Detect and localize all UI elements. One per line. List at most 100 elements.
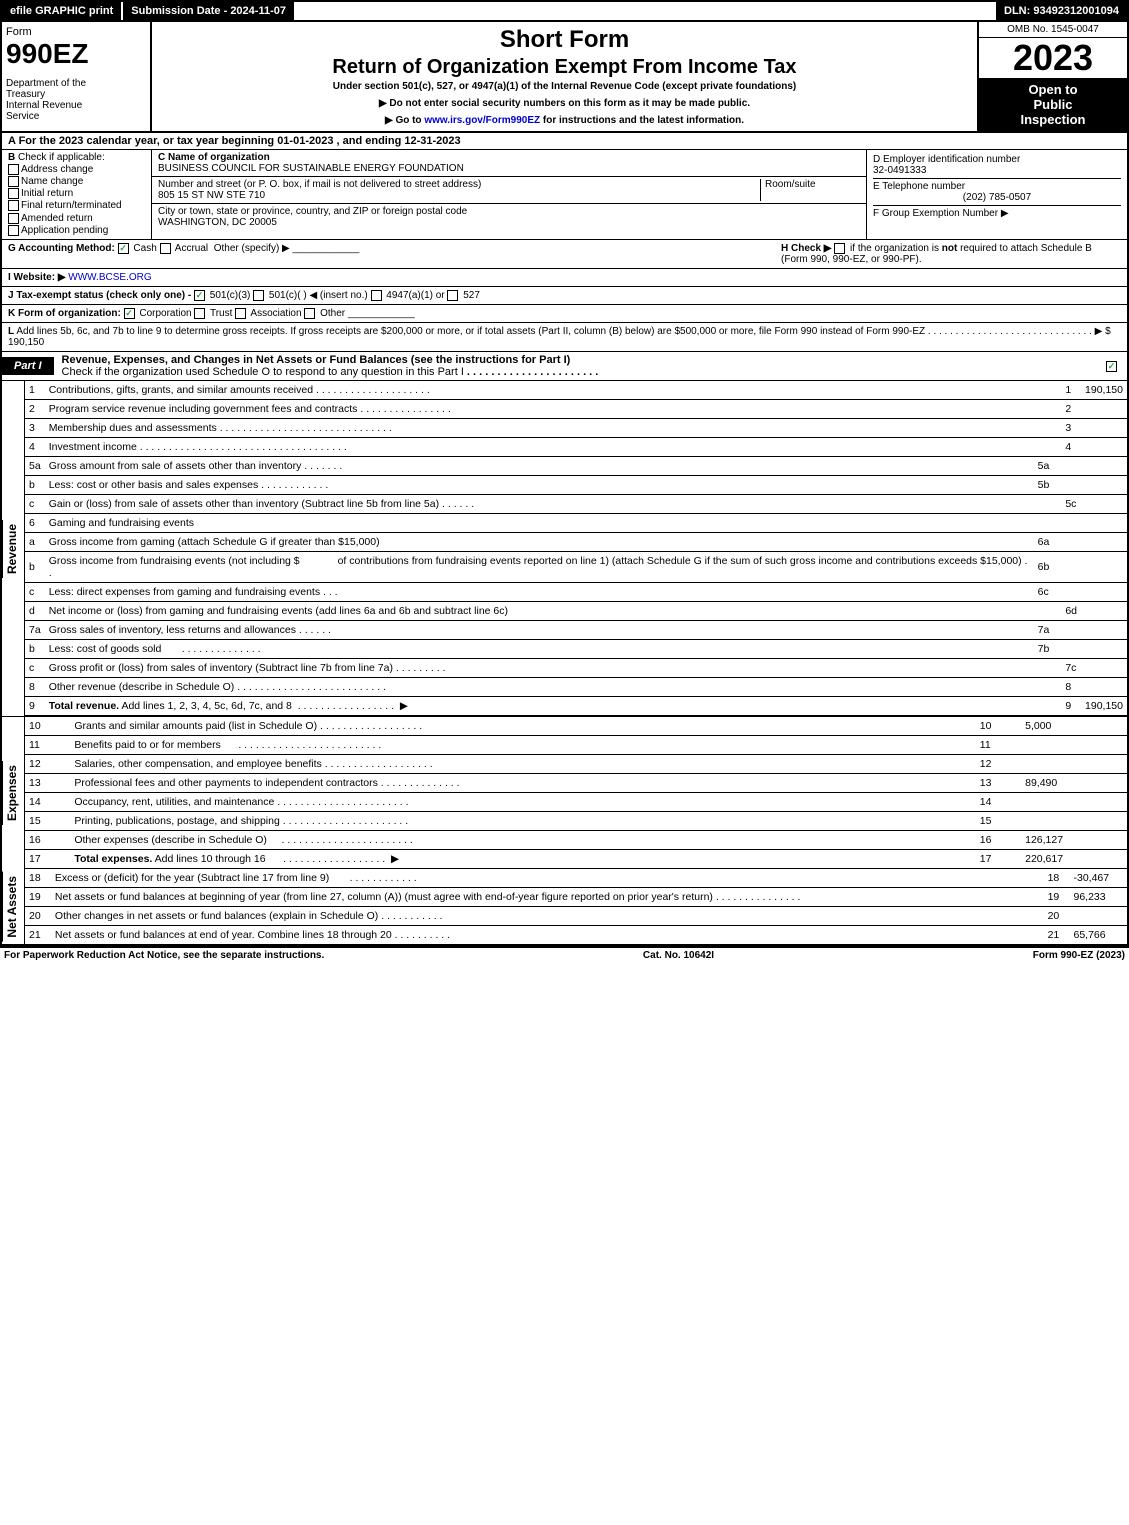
group-exemption-label: F Group Exemption Number ▶: [873, 208, 1009, 219]
line17-desc: Total expenses.: [74, 853, 152, 865]
line5c-amt: [1081, 495, 1127, 514]
submission-date: Submission Date - 2024-11-07: [123, 2, 296, 20]
line9-desc: Total revenue.: [49, 700, 119, 712]
ein-value: 32-0491333: [873, 165, 926, 176]
part1-title: Revenue, Expenses, and Changes in Net As…: [54, 352, 1098, 380]
open-public-badge: Open toPublicInspection: [979, 78, 1127, 131]
line2-desc: Program service revenue including govern…: [49, 403, 358, 415]
line8-desc: Other revenue (describe in Schedule O): [49, 681, 235, 693]
form-ref: Form 990-EZ (2023): [1033, 950, 1125, 961]
corporation-checkbox[interactable]: [124, 308, 135, 319]
line12-desc: Salaries, other compensation, and employ…: [74, 758, 321, 770]
cash-label: Cash: [133, 243, 156, 254]
efile-print-button[interactable]: efile GRAPHIC print: [2, 2, 123, 20]
other-org-checkbox[interactable]: [304, 308, 315, 319]
form-number: 990EZ: [6, 38, 146, 70]
line14-amt: [1021, 793, 1127, 812]
address-change-checkbox[interactable]: [8, 164, 19, 175]
line12-amt: [1021, 755, 1127, 774]
line7a-desc: Gross sales of inventory, less returns a…: [49, 624, 296, 636]
line15-desc: Printing, publications, postage, and shi…: [74, 815, 279, 827]
line13-desc: Professional fees and other payments to …: [74, 777, 378, 789]
line5a-sub: 5a: [1034, 457, 1054, 476]
line3-amt: [1081, 419, 1127, 438]
line18-desc: Excess or (deficit) for the year (Subtra…: [55, 872, 329, 884]
addr-label: Number and street (or P. O. box, if mail…: [158, 179, 481, 190]
dln: DLN: 93492312001094: [996, 2, 1127, 20]
check-if-applicable: Check if applicable:: [18, 152, 105, 163]
line7c-desc: Gross profit or (loss) from sales of inv…: [49, 662, 393, 674]
line6c-desc: Less: direct expenses from gaming and fu…: [49, 586, 320, 598]
line17-amt: 220,617: [1021, 850, 1127, 869]
final-return-label: Final return/terminated: [21, 201, 122, 212]
gross-receipts-label: ▶ $: [1095, 326, 1111, 337]
line6a-desc: Gross income from gaming (attach Schedul…: [49, 536, 380, 548]
tax-exempt-label: J Tax-exempt status (check only one) -: [8, 290, 191, 301]
final-return-checkbox[interactable]: [8, 200, 19, 211]
line18-amt: -30,467: [1070, 869, 1128, 888]
goto-line: ▶ Go to www.irs.gov/Form990EZ for instru…: [160, 115, 969, 126]
other-method-label: Other (specify) ▶: [214, 243, 290, 254]
initial-return-checkbox[interactable]: [8, 188, 19, 199]
line-l: L Add lines 5b, 6c, and 7b to line 9 to …: [0, 323, 1129, 352]
city-label: City or town, state or province, country…: [158, 206, 467, 217]
line5c-desc: Gain or (loss) from sale of assets other…: [49, 498, 439, 510]
name-change-label: Name change: [21, 176, 83, 187]
application-pending-checkbox[interactable]: [8, 225, 19, 236]
line5a-desc: Gross amount from sale of assets other t…: [49, 460, 302, 472]
501c3-checkbox[interactable]: [194, 290, 205, 301]
schedule-b-checkbox[interactable]: [834, 243, 845, 254]
revenue-side-label: Revenue: [2, 520, 24, 578]
initial-return-label: Initial return: [21, 188, 73, 199]
line-i: I Website: ▶ WWW.BCSE.ORG: [0, 269, 1129, 287]
omb-number: OMB No. 1545-0047: [979, 22, 1127, 38]
line6a-sub: 6a: [1034, 533, 1054, 552]
line6c-sub: 6c: [1034, 583, 1054, 602]
amended-return-checkbox[interactable]: [8, 213, 19, 224]
line3-desc: Membership dues and assessments: [49, 422, 217, 434]
return-title: Return of Organization Exempt From Incom…: [160, 56, 969, 79]
expenses-section: Expenses 10Grants and similar amounts pa…: [0, 716, 1129, 869]
line-j: J Tax-exempt status (check only one) - 5…: [0, 287, 1129, 305]
line4-desc: Investment income: [49, 441, 137, 453]
line-l-text: Add lines 5b, 6c, and 7b to line 9 to de…: [16, 326, 1094, 337]
4947-checkbox[interactable]: [371, 290, 382, 301]
accrual-checkbox[interactable]: [160, 243, 171, 254]
line5b-sub: 5b: [1034, 476, 1054, 495]
line11-desc: Benefits paid to or for members: [74, 739, 220, 751]
cash-checkbox[interactable]: [118, 243, 129, 254]
line16-amt: 126,127: [1021, 831, 1127, 850]
line-k: K Form of organization: Corporation Trus…: [0, 305, 1129, 323]
name-change-checkbox[interactable]: [8, 176, 19, 187]
line6d-desc: Net income or (loss) from gaming and fun…: [49, 605, 508, 617]
line1-desc: Contributions, gifts, grants, and simila…: [49, 384, 313, 396]
under-section: Under section 501(c), 527, or 4947(a)(1)…: [160, 81, 969, 92]
website-link[interactable]: WWW.BCSE.ORG: [68, 272, 151, 283]
gross-receipts-amount: 190,150: [8, 337, 44, 348]
org-address: 805 15 ST NW STE 710: [158, 190, 265, 201]
section-b: B Check if applicable: Address change Na…: [2, 150, 152, 239]
website-label: I Website: ▶: [8, 272, 66, 283]
name-label: C Name of organization: [158, 152, 270, 163]
527-checkbox[interactable]: [447, 290, 458, 301]
line7a-sub: 7a: [1034, 621, 1054, 640]
line19-amt: 96,233: [1070, 888, 1128, 907]
501c-checkbox[interactable]: [253, 290, 264, 301]
association-checkbox[interactable]: [235, 308, 246, 319]
section-a: A For the 2023 calendar year, or tax yea…: [0, 133, 1129, 150]
phone-label: E Telephone number: [873, 181, 965, 192]
amended-return-label: Amended return: [21, 213, 93, 224]
line10-desc: Grants and similar amounts paid (list in…: [74, 720, 317, 732]
application-pending-label: Application pending: [21, 225, 108, 236]
line7b-desc: Less: cost of goods sold: [49, 643, 162, 655]
room-label: Room/suite: [765, 179, 816, 190]
line14-desc: Occupancy, rent, utilities, and maintena…: [74, 796, 274, 808]
line11-amt: [1021, 736, 1127, 755]
irs-link[interactable]: www.irs.gov/Form990EZ: [424, 115, 540, 126]
line6-desc: Gaming and fundraising events: [49, 517, 194, 529]
trust-checkbox[interactable]: [194, 308, 205, 319]
line5b-desc: Less: cost or other basis and sales expe…: [49, 479, 259, 491]
schedule-o-checkbox[interactable]: [1106, 361, 1117, 372]
form-header: Form 990EZ Department of theTreasuryInte…: [0, 20, 1129, 133]
accounting-method-label: G Accounting Method:: [8, 243, 115, 254]
